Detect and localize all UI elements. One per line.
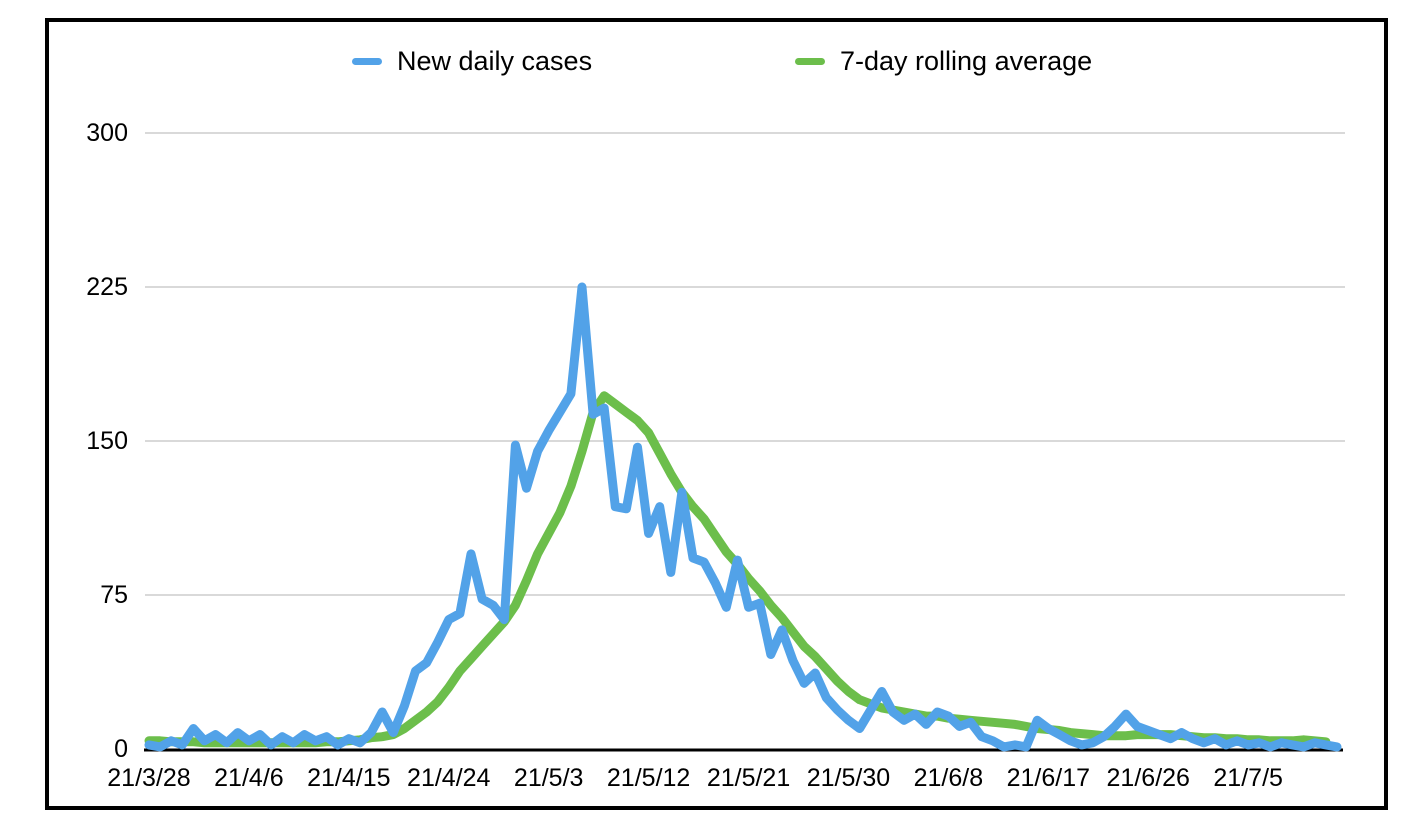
legend-item-rolling-average: 7-day rolling average bbox=[795, 44, 1092, 78]
x-tick-label-21-7-5: 21/7/5 bbox=[1213, 764, 1283, 792]
x-tick-label-21-4-15: 21/4/15 bbox=[307, 764, 391, 792]
x-tick-label-21-5-12: 21/5/12 bbox=[606, 764, 691, 792]
legend-item-new-daily-cases: New daily cases bbox=[352, 44, 592, 78]
x-tick-label-21-5-3: 21/5/3 bbox=[513, 764, 584, 792]
y-tick-label-150: 150 bbox=[86, 427, 128, 455]
y-tick-label-225: 225 bbox=[86, 273, 128, 301]
x-tick-label-21-5-30: 21/5/30 bbox=[806, 764, 891, 792]
x-tick-label-21-6-26: 21/6/26 bbox=[1106, 764, 1190, 792]
legend-label-rolling-average: 7-day rolling average bbox=[840, 45, 1093, 76]
green-line-swatch-icon bbox=[795, 57, 825, 65]
x-tick-label-21-3-28: 21/3/28 bbox=[107, 764, 191, 792]
y-tick-label-0: 0 bbox=[114, 735, 128, 763]
series-line-new-daily-cases bbox=[144, 282, 1342, 752]
x-tick-label-21-5-21: 21/5/21 bbox=[706, 764, 791, 792]
x-tick-label-21-4-6: 21/4/6 bbox=[214, 764, 284, 792]
blue-line-swatch-icon bbox=[352, 57, 382, 65]
x-tick-label-21-4-24: 21/4/24 bbox=[407, 764, 491, 792]
x-tick-label-21-6-17: 21/6/17 bbox=[1006, 764, 1091, 792]
y-tick-label-300: 300 bbox=[86, 119, 128, 147]
legend-label-new-daily-cases: New daily cases bbox=[397, 45, 593, 76]
x-tick-label-21-6-8: 21/6/8 bbox=[913, 764, 984, 792]
chart-border-frame bbox=[45, 18, 1388, 810]
legend: New daily cases 7-day rolling average bbox=[0, 44, 1414, 78]
y-tick-label-75: 75 bbox=[100, 581, 128, 609]
